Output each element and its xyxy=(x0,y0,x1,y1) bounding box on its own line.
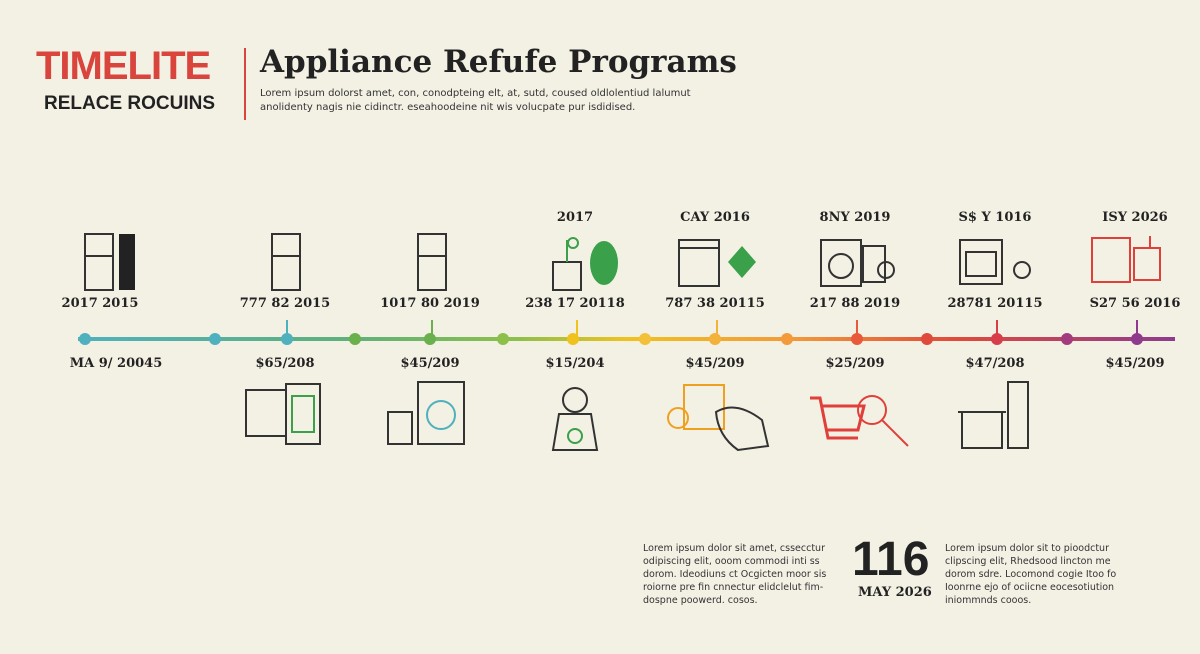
icon-part xyxy=(828,253,854,279)
timeline-dot xyxy=(209,333,221,345)
icon-part xyxy=(551,413,599,451)
timeline-dot xyxy=(921,333,933,345)
icon-part xyxy=(683,384,725,430)
item-top-label: S27 56 2016 xyxy=(1089,296,1181,311)
timeline-dot xyxy=(709,333,721,345)
footer-text: Ioonrne ejo of ociicne eocesotiution xyxy=(945,582,1115,593)
icon-part xyxy=(119,234,135,290)
icon-part xyxy=(291,395,315,433)
timeline-dot xyxy=(1061,333,1073,345)
icon-part xyxy=(1133,247,1161,281)
item-bottom-label: $45/209 xyxy=(1105,356,1165,371)
big-number: 116 xyxy=(852,533,930,586)
icon-part xyxy=(862,245,886,283)
timeline-dot xyxy=(424,333,436,345)
timeline-dot xyxy=(497,333,509,345)
footer-text: Lorem ipsum dolor sit to pioodctur xyxy=(945,543,1109,554)
item-top-label: 777 82 2015 xyxy=(239,296,331,311)
icon-part xyxy=(1007,381,1029,449)
item-bottom-label: $65/208 xyxy=(255,356,315,371)
big-date: MAY 2026 xyxy=(858,585,932,600)
icon-part xyxy=(678,239,720,287)
item-date: S$ Y 1016 xyxy=(958,210,1032,225)
icon-part xyxy=(877,261,895,279)
icon-part xyxy=(417,381,465,445)
icon-part xyxy=(562,387,588,413)
footer-text: odipiscing elit, ooom commodi inti ss xyxy=(643,556,820,567)
footer-text: dorom sdre. Locomond cogie Itoo fo xyxy=(945,569,1117,580)
timeline-line xyxy=(78,337,1175,341)
timeline-dot xyxy=(349,333,361,345)
item-bottom-label: $25/209 xyxy=(825,356,885,371)
icon-part xyxy=(961,411,1003,449)
item-top-label: 28781 20115 xyxy=(947,296,1043,311)
footer-text: Lorem ipsum dolor sit amet, cssecctur xyxy=(643,543,825,554)
icon-part xyxy=(881,419,909,447)
icon-part xyxy=(285,383,321,445)
footer-text: dospne poowerd. cosos. xyxy=(643,595,758,606)
icon-part xyxy=(552,261,582,291)
footer-text: clipscing elit, Rhedsood lincton me xyxy=(945,556,1111,567)
item-bottom-label: $47/208 xyxy=(965,356,1025,371)
brand-sub: RELACE ROCUINS xyxy=(44,93,216,114)
brand: TIMELITE xyxy=(36,44,211,88)
footer-text: iniommnds cooos. xyxy=(945,595,1032,606)
icon-part xyxy=(857,395,887,425)
item-date: ISY 2026 xyxy=(1102,210,1168,225)
item-top-label: 2017 2015 xyxy=(61,296,139,311)
icon-part xyxy=(567,237,579,249)
icon-part xyxy=(84,233,114,291)
icon-part xyxy=(1091,237,1131,283)
item-bottom-label: $45/209 xyxy=(685,356,745,371)
item-bottom-label: $15/204 xyxy=(545,356,605,371)
subtitle: Lorem ipsum dolorst amet, con, conodptei… xyxy=(260,88,691,99)
item-top-label: 238 17 20118 xyxy=(525,296,625,311)
icon-part xyxy=(965,251,997,277)
timeline-dot xyxy=(781,333,793,345)
item-top-label: 787 38 20115 xyxy=(665,296,765,311)
icon-part xyxy=(667,407,689,429)
timeline-dot xyxy=(79,333,91,345)
item-date: 2017 xyxy=(556,210,594,225)
footer-text: dorom. Ideodiuns ct Ocgicten moor sis xyxy=(643,569,827,580)
icon-part xyxy=(820,239,862,287)
icon-part xyxy=(959,239,1003,285)
icon-part xyxy=(426,400,456,430)
footer-text: roiorne pre fin cnnectur elidclelut fim- xyxy=(643,582,824,593)
item-bottom-label: MA 9/ 20045 xyxy=(69,356,163,371)
icon-part xyxy=(810,396,866,440)
item-top-label: 1017 80 2019 xyxy=(380,296,480,311)
icon-part xyxy=(1013,261,1031,279)
divider xyxy=(244,48,246,120)
icon-part xyxy=(417,233,447,291)
icon-part xyxy=(714,406,770,452)
icon-part xyxy=(271,233,301,291)
icon-part xyxy=(567,428,583,444)
item-bottom-label: $45/209 xyxy=(400,356,460,371)
subtitle: anolidenty nagis nie cidinctr. eseahoode… xyxy=(260,102,636,113)
item-date: 8NY 2019 xyxy=(819,210,891,225)
icon-part xyxy=(728,246,756,278)
icon-part xyxy=(245,389,287,437)
title: Appliance Refufe Programs xyxy=(260,44,737,80)
icon-part xyxy=(387,411,413,445)
item-date: CAY 2016 xyxy=(680,210,750,225)
icon-part xyxy=(590,241,618,285)
timeline-dot xyxy=(639,333,651,345)
item-top-label: 217 88 2019 xyxy=(809,296,901,311)
